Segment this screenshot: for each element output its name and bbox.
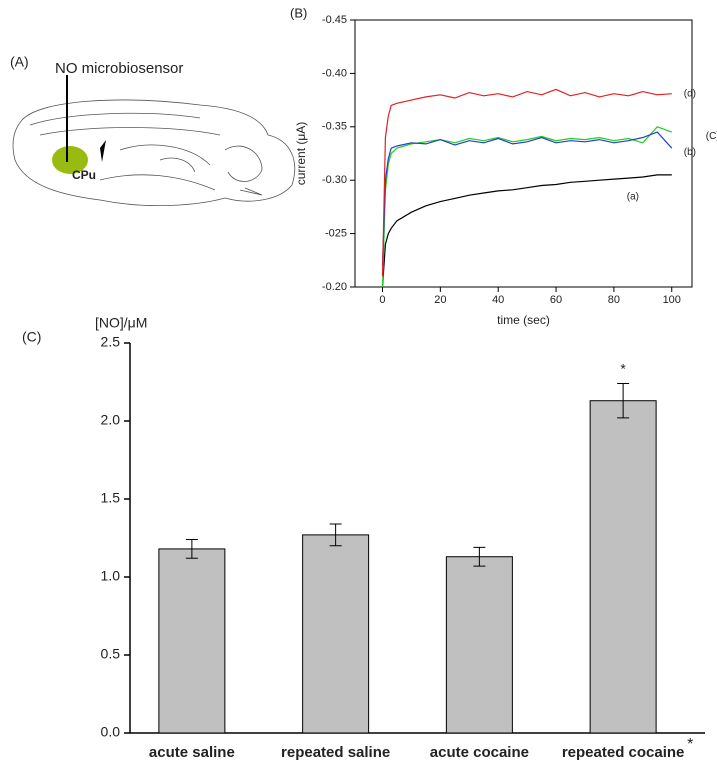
x-tick-label: acute cocaine bbox=[430, 744, 529, 761]
y-tick-label: -0.45 bbox=[322, 14, 347, 26]
brain-outline bbox=[12, 99, 296, 207]
ventricle bbox=[100, 140, 106, 162]
brain-diagram: (A) NO microbiosensor CPu bbox=[10, 54, 296, 207]
x-tick-label: 40 bbox=[492, 294, 504, 306]
trace-label: (b) bbox=[684, 147, 696, 158]
y-tick-label: 1.0 bbox=[101, 568, 121, 584]
trace-label: (a) bbox=[627, 192, 639, 203]
y-tick-label: -0.20 bbox=[322, 281, 347, 293]
error-bar bbox=[473, 546, 486, 567]
error-bar bbox=[329, 523, 342, 547]
y-tick-label: 0.5 bbox=[101, 646, 121, 662]
y-tick-label: 2.5 bbox=[101, 334, 121, 350]
y-tick-label: 2.0 bbox=[101, 412, 121, 428]
y-tick-label: -025 bbox=[325, 228, 347, 240]
x-tick-label: 80 bbox=[608, 294, 620, 306]
probe-label: NO microbiosensor bbox=[55, 60, 183, 77]
trace bbox=[381, 88, 672, 277]
x-tick-label: 20 bbox=[434, 294, 446, 306]
x-tick-label: acute saline bbox=[149, 744, 235, 761]
y-tick-label: -0.30 bbox=[322, 174, 347, 186]
y-tick-label: 0.0 bbox=[101, 724, 121, 740]
bar bbox=[445, 556, 513, 734]
error-bar bbox=[617, 383, 630, 419]
y-axis-label: current (μA) bbox=[294, 122, 308, 186]
x-tick-label: repeated saline bbox=[281, 744, 390, 761]
trace bbox=[381, 174, 672, 288]
bar bbox=[158, 548, 226, 734]
x-axis-label: time (sec) bbox=[497, 313, 550, 327]
panel-label: (C) bbox=[22, 329, 41, 345]
y-tick-label: -0.35 bbox=[322, 121, 347, 133]
cpu-region bbox=[52, 146, 88, 174]
x-tick-label: repeated cocaine bbox=[562, 744, 685, 761]
plot-frame bbox=[354, 19, 693, 288]
bar bbox=[302, 534, 370, 734]
panel-label: (B) bbox=[290, 5, 307, 20]
significance-mark: * bbox=[687, 736, 693, 753]
y-tick-label: 1.5 bbox=[101, 490, 121, 506]
y-tick-label: -0.40 bbox=[322, 67, 347, 79]
trace-label: (C) bbox=[706, 131, 717, 142]
y-axis-label: [NO]/μM bbox=[95, 315, 147, 331]
trace-label: (d) bbox=[684, 88, 696, 99]
significance-mark: * bbox=[620, 360, 626, 376]
trace bbox=[381, 126, 673, 288]
bar bbox=[589, 400, 657, 734]
x-tick-label: 100 bbox=[663, 294, 681, 306]
brain-detail bbox=[29, 112, 263, 196]
trace bbox=[381, 131, 673, 266]
x-tick-label: 60 bbox=[550, 294, 562, 306]
x-tick-label: 0 bbox=[379, 294, 385, 306]
error-bar bbox=[185, 539, 198, 559]
region-label: CPu bbox=[72, 168, 96, 182]
panel-label: (A) bbox=[10, 54, 29, 70]
